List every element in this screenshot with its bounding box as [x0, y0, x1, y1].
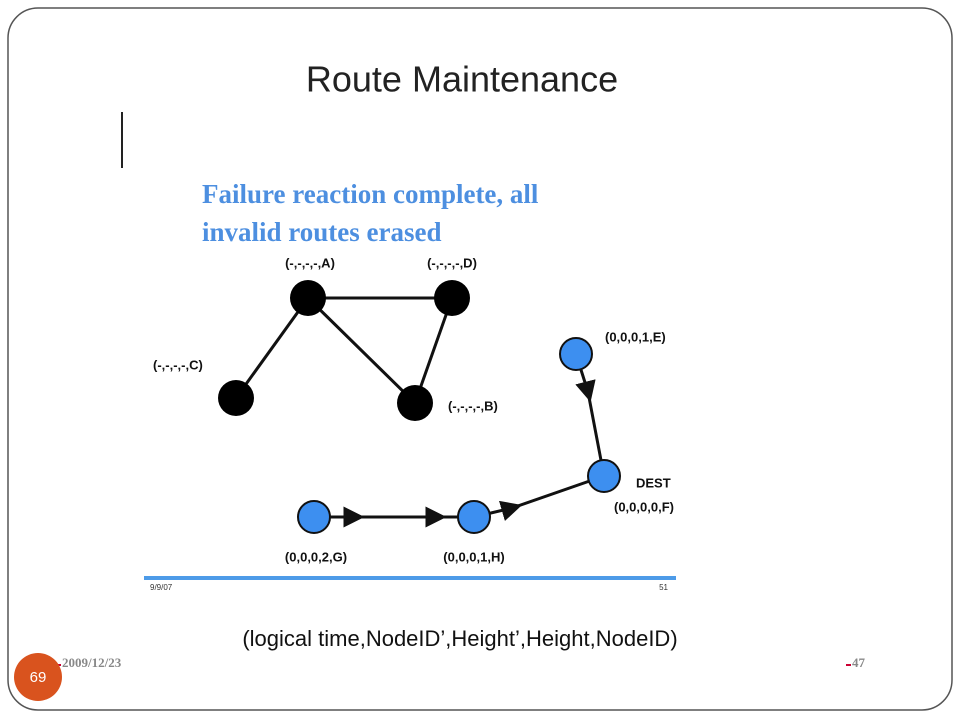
node	[218, 380, 254, 416]
node-label: (-,-,-,-,C)	[153, 357, 203, 372]
slide-number-badge	[14, 653, 62, 701]
node-label: (-,-,-,-,D)	[427, 255, 477, 270]
node-label: (-,-,-,-,B)	[448, 398, 498, 413]
slide-number: 69	[30, 669, 47, 686]
legend-text: (logical time,NodeID’,Height’,Height,Nod…	[242, 626, 677, 651]
node-tag: DEST	[636, 475, 671, 490]
node	[587, 459, 621, 493]
node	[457, 500, 491, 534]
node	[434, 280, 470, 316]
footer-page: 47	[852, 655, 866, 670]
node	[297, 500, 331, 534]
nodes	[218, 280, 621, 534]
node-labels: (-,-,-,-,A) (-,-,-,-,D) (-,-,-,-,C) (-,-…	[153, 255, 674, 564]
footer-date: 2009/12/23	[62, 655, 122, 670]
node	[559, 337, 593, 371]
edge	[413, 297, 454, 404]
edge	[234, 297, 310, 399]
node-label: (0,0,0,1,H)	[443, 549, 504, 564]
slide-frame	[7, 7, 953, 711]
slide-title: Route Maintenance	[306, 59, 618, 100]
node-label: (0,0,0,2,G)	[285, 549, 347, 564]
node	[290, 280, 326, 316]
inner-footer-left: 9/9/07	[150, 583, 173, 592]
caption: Failure reaction complete, all invalid r…	[202, 179, 539, 247]
caption-line: invalid routes erased	[202, 217, 442, 247]
node-label: (0,0,0,0,F)	[614, 499, 674, 514]
node	[397, 385, 433, 421]
inner-footer-right: 51	[659, 583, 668, 592]
node-label: (-,-,-,-,A)	[285, 255, 335, 270]
node-label: (0,0,0,1,E)	[605, 329, 666, 344]
caption-line: Failure reaction complete, all	[202, 179, 539, 209]
edge	[306, 296, 417, 405]
